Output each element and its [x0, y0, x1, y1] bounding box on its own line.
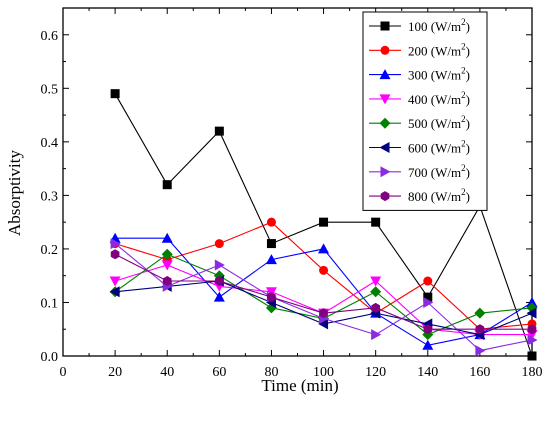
legend-marker [379, 69, 391, 80]
data-point [423, 276, 433, 286]
data-point [214, 239, 224, 249]
axes-layer: 0 20 40 60 80 100 120 140 160 180 0.0 0.1 0.2 0.3 0.4 0… [41, 7, 543, 380]
x-tick-label: 40 [160, 365, 174, 380]
legend-marker [380, 21, 390, 31]
legend-label: 300 (W/m2) [408, 66, 470, 83]
data-point [318, 318, 329, 330]
y-tick-label: 0.6 [41, 29, 59, 44]
data-point [370, 286, 382, 298]
x-tick-label: 160 [469, 365, 490, 380]
data-point [265, 254, 277, 265]
legend-item: 300 (W/m2) [369, 66, 470, 83]
legend-label: 800 (W/m2) [408, 187, 470, 204]
series-8 [110, 249, 537, 335]
y-tick-label: 0.5 [41, 82, 59, 97]
x-tick-label: 0 [60, 365, 67, 380]
data-point [527, 324, 537, 335]
data-point [110, 238, 121, 250]
series-line [114, 243, 533, 352]
data-point [161, 248, 173, 260]
legend-label: 200 (W/m2) [408, 41, 470, 58]
data-point [527, 334, 538, 346]
legend-item: 400 (W/m2) [369, 90, 470, 107]
data-point [110, 249, 120, 260]
data-point [214, 126, 224, 136]
legend-marker [379, 94, 391, 105]
data-point [110, 89, 120, 99]
data-point [422, 339, 434, 350]
data-point [527, 351, 537, 361]
data-point [162, 180, 172, 190]
data-point [161, 260, 173, 271]
x-tick-label: 120 [365, 365, 386, 380]
data-point [318, 243, 330, 254]
x-tick-label: 20 [108, 365, 122, 380]
data-point [266, 217, 276, 227]
y-tick-label: 0.2 [41, 243, 59, 258]
data-point [319, 265, 329, 275]
legend-marker [379, 142, 390, 153]
data-point [371, 217, 381, 227]
y-tick-label: 0.3 [41, 189, 59, 204]
data-point [371, 329, 382, 341]
data-point [475, 345, 486, 357]
data-point [213, 291, 225, 302]
legend-label: 600 (W/m2) [408, 139, 470, 156]
data-point [423, 292, 433, 302]
x-tick-label: 180 [522, 365, 543, 380]
data-point [109, 276, 121, 287]
data-point [423, 296, 434, 308]
legend-item: 200 (W/m2) [369, 41, 470, 58]
y-tick-label: 0.1 [41, 296, 59, 311]
x-tick-label: 60 [212, 365, 226, 380]
legend-marker [380, 191, 390, 202]
data-point [370, 276, 382, 287]
legend-item: 700 (W/m2) [369, 163, 470, 180]
data-point [475, 324, 485, 335]
x-axis-title: Time (min) [261, 376, 338, 395]
data-point [109, 286, 120, 298]
data-point [267, 292, 276, 303]
legend-marker [380, 45, 390, 55]
legend-box [362, 11, 488, 211]
series-6 [109, 275, 537, 341]
legend-item: 800 (W/m2) [369, 187, 470, 204]
series-layer [109, 89, 538, 361]
data-point [215, 276, 224, 287]
legend-label: 700 (W/m2) [408, 163, 470, 180]
legend-marker [380, 166, 391, 178]
y-tick-label: 0.0 [41, 350, 59, 365]
legend-label: 100 (W/m2) [408, 17, 470, 34]
data-point [526, 296, 538, 307]
data-point [371, 302, 380, 313]
data-point [161, 232, 173, 243]
x-tick-label: 80 [264, 365, 278, 380]
series-3 [109, 232, 538, 350]
data-point [319, 217, 329, 227]
data-point [266, 239, 276, 249]
legend-marker [379, 117, 391, 129]
data-point [526, 307, 537, 319]
legend-label: 400 (W/m2) [408, 90, 470, 107]
legend: 100 (W/m2) 200 (W/m2) 300 (W/m2) 400 (W/m2)… [362, 11, 488, 211]
series-7 [110, 238, 538, 357]
x-tick-label: 140 [417, 365, 438, 380]
legend-item: 500 (W/m2) [369, 114, 470, 131]
legend-item: 100 (W/m2) [369, 17, 470, 34]
x-tick-label: 100 [313, 365, 334, 380]
data-point [214, 259, 225, 271]
data-point [319, 308, 328, 319]
data-point [162, 276, 172, 287]
data-point [423, 324, 433, 335]
y-tick-label: 0.4 [41, 136, 59, 151]
y-axis-title: Absorptivity [5, 150, 24, 236]
legend-label: 500 (W/m2) [408, 114, 470, 131]
data-point [474, 307, 486, 319]
legend-item: 600 (W/m2) [369, 139, 470, 156]
